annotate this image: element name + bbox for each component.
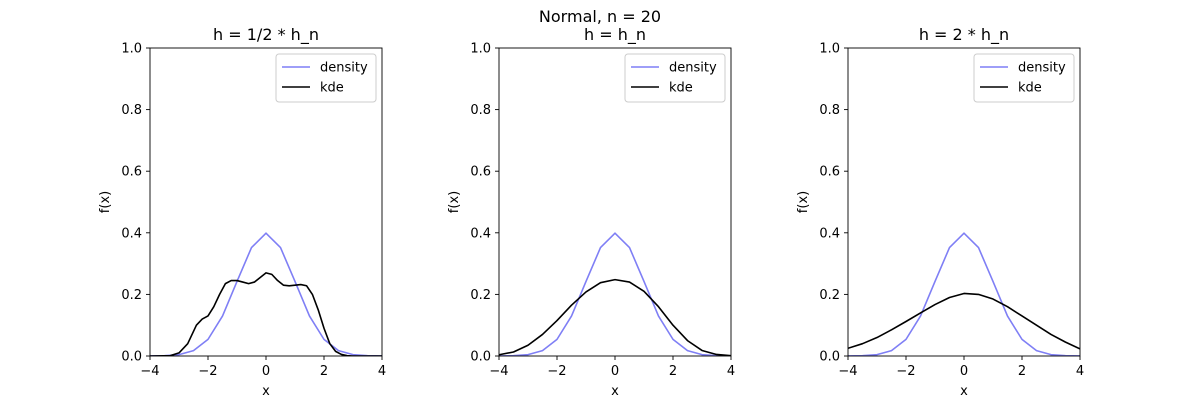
x-tick-label: −4 xyxy=(140,364,159,379)
y-tick-label: 0.8 xyxy=(470,103,491,118)
y-axis-label: f(x) xyxy=(98,191,113,213)
x-tick-label: 2 xyxy=(320,364,328,379)
x-tick-label: −2 xyxy=(547,364,566,379)
y-tick-label: 1.0 xyxy=(121,42,142,57)
legend: density kde xyxy=(624,53,726,103)
x-axis-label: x xyxy=(262,384,270,399)
legend: density kde xyxy=(973,53,1075,103)
legend-box xyxy=(973,53,1075,103)
series-line-kde xyxy=(499,278,731,356)
legend-label-kde: kde xyxy=(320,81,344,96)
y-tick-label: 0.2 xyxy=(819,288,840,303)
y-tick-label: 0.4 xyxy=(121,226,142,241)
series-line-kde xyxy=(848,292,1080,350)
y-tick-label: 0.6 xyxy=(470,165,491,180)
y-tick-label: 0.0 xyxy=(819,350,840,365)
y-tick-label: 0.4 xyxy=(470,226,491,241)
panel-title: h = h_n xyxy=(584,25,646,45)
legend-box xyxy=(275,53,377,103)
y-tick-label: 0.8 xyxy=(121,103,142,118)
series-line-density xyxy=(499,232,731,356)
y-axis-label: f(x) xyxy=(796,191,811,213)
figure-suptitle: Normal, n = 20 xyxy=(539,7,661,26)
chart-panel-1: −4 −2 0 2 4 0.0 0.2 0.4 0.6 0.8 1.0 h = 1/2 * h_nx f… xyxy=(98,25,386,399)
legend-label-kde: kde xyxy=(669,81,693,96)
chart-panel-3: −4 −2 0 2 4 0.0 0.2 0.4 0.6 0.8 1.0 h = 2 * h_nx f(x… xyxy=(796,25,1084,399)
x-tick-label: −2 xyxy=(896,364,915,379)
x-tick-label: 2 xyxy=(1018,364,1026,379)
y-tick-label: 1.0 xyxy=(819,42,840,57)
series-line-kde xyxy=(150,272,382,356)
y-tick-label: 0.2 xyxy=(470,288,491,303)
chart-panel-2: −4 −2 0 2 4 0.0 0.2 0.4 0.6 0.8 1.0 h = h_nx f(x) den… xyxy=(447,25,735,399)
legend-box xyxy=(624,53,726,103)
legend: density kde xyxy=(275,53,377,103)
panel-title: h = 2 * h_n xyxy=(919,25,1009,45)
series-line-density xyxy=(150,232,382,356)
x-tick-label: −4 xyxy=(838,364,857,379)
x-tick-label: −2 xyxy=(198,364,217,379)
legend-label-kde: kde xyxy=(1018,81,1042,96)
x-tick-label: 4 xyxy=(727,364,735,379)
x-axis-label: x xyxy=(611,384,619,399)
legend-label-density: density xyxy=(669,61,717,76)
legend-label-density: density xyxy=(320,61,368,76)
x-tick-label: −4 xyxy=(489,364,508,379)
y-tick-label: 0.8 xyxy=(819,103,840,118)
x-tick-label: 2 xyxy=(669,364,677,379)
x-tick-label: 4 xyxy=(1076,364,1084,379)
legend-label-density: density xyxy=(1018,61,1066,76)
y-tick-label: 0.0 xyxy=(121,350,142,365)
y-tick-label: 0.6 xyxy=(819,165,840,180)
y-tick-label: 0.6 xyxy=(121,165,142,180)
x-tick-label: 4 xyxy=(378,364,386,379)
x-axis-label: x xyxy=(960,384,968,399)
y-tick-label: 1.0 xyxy=(470,42,491,57)
panel-title: h = 1/2 * h_n xyxy=(213,25,319,45)
y-tick-label: 0.2 xyxy=(121,288,142,303)
x-tick-label: 0 xyxy=(262,364,270,379)
y-tick-label: 0.0 xyxy=(470,350,491,365)
series-line-density xyxy=(848,232,1080,356)
x-tick-label: 0 xyxy=(611,364,619,379)
y-axis-label: f(x) xyxy=(447,191,462,213)
x-tick-label: 0 xyxy=(960,364,968,379)
y-tick-label: 0.4 xyxy=(819,226,840,241)
